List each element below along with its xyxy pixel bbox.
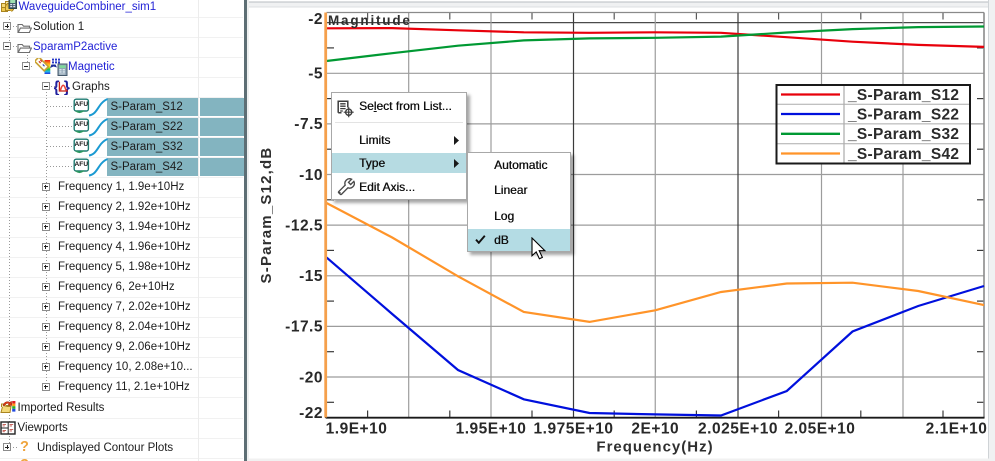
svg-text:S-Param_S12,dB: S-Param_S12,dB — [258, 147, 275, 284]
svg-text:AFU: AFU — [74, 141, 88, 148]
svg-text:2.025E+10: 2.025E+10 — [698, 421, 778, 438]
svg-text:-7.5: -7.5 — [294, 116, 323, 133]
svg-text:Magnitude: Magnitude — [328, 13, 412, 28]
svg-text:-5: -5 — [308, 66, 323, 83]
svg-text:{: { — [54, 79, 59, 95]
svg-text:2E+10: 2E+10 — [631, 421, 679, 438]
svg-text:AFU: AFU — [74, 101, 88, 108]
svg-text:-15: -15 — [299, 268, 323, 285]
svg-text:_S-Param_S42: _S-Param_S42 — [847, 146, 959, 163]
svg-text:2.05E+10: 2.05E+10 — [785, 421, 856, 438]
svg-text:-17.5: -17.5 — [285, 319, 323, 336]
svg-text:2.1E+10: 2.1E+10 — [926, 421, 988, 438]
svg-text:-12.5: -12.5 — [285, 217, 323, 234]
svg-text:_S-Param_S22: _S-Param_S22 — [847, 106, 959, 123]
svg-text:1.975E+10: 1.975E+10 — [534, 421, 614, 438]
svg-text:-10: -10 — [299, 167, 323, 184]
svg-text:AFU: AFU — [74, 162, 88, 169]
svg-text:_S-Param_S32: _S-Param_S32 — [847, 126, 959, 143]
svg-text:AFU: AFU — [74, 121, 88, 128]
svg-text:-22: -22 — [299, 405, 323, 422]
svg-text:-20: -20 — [299, 369, 323, 386]
svg-text:1.95E+10: 1.95E+10 — [456, 421, 527, 438]
svg-text:Frequency(Hz): Frequency(Hz) — [596, 439, 713, 456]
svg-text:1.9E+10: 1.9E+10 — [326, 421, 388, 438]
svg-text:-2: -2 — [308, 11, 323, 28]
svg-text:}: } — [64, 79, 70, 95]
svg-text:_S-Param_S12: _S-Param_S12 — [847, 87, 959, 104]
